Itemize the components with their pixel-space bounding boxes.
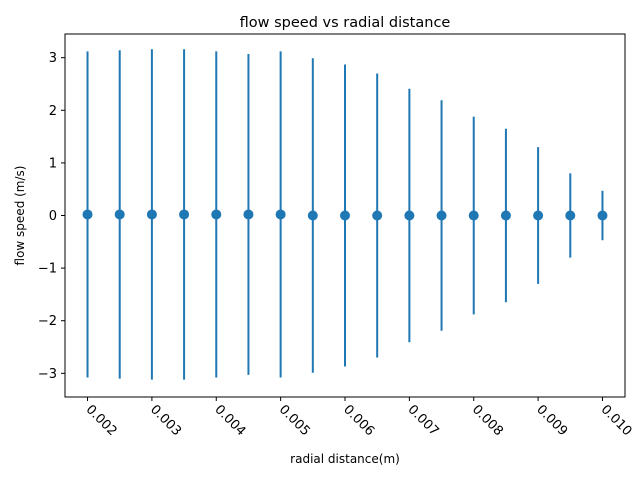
x-tick-label: 0.002 <box>83 402 120 439</box>
y-tick-label: 2 <box>49 104 57 119</box>
data-point <box>307 210 318 221</box>
data-point <box>597 210 608 221</box>
plot-area <box>82 49 608 380</box>
x-tick-label: 0.006 <box>340 402 377 439</box>
data-point <box>82 209 93 220</box>
data-point <box>533 210 544 221</box>
data-point <box>275 209 286 220</box>
x-axis-title: radial distance(m) <box>290 452 400 466</box>
x-tick-label: 0.008 <box>469 402 506 439</box>
x-tick-label: 0.004 <box>211 402 248 439</box>
data-point <box>372 210 383 221</box>
data-point <box>468 210 479 221</box>
data-point <box>243 209 254 220</box>
data-point <box>436 210 447 221</box>
x-tick-label: 0.003 <box>147 402 184 439</box>
y-axis-title: flow speed (m/s) <box>13 166 27 266</box>
x-tick-label: 0.007 <box>405 402 442 439</box>
data-point <box>211 209 222 220</box>
chart-title: flow speed vs radial distance <box>240 15 451 31</box>
y-tick-label: −1 <box>38 262 57 277</box>
data-point <box>340 210 350 221</box>
x-axis: 0.002 0.003 0.004 0.005 0.006 0.007 0.008 0.009… <box>83 397 635 439</box>
data-point <box>565 210 576 221</box>
data-point <box>146 209 157 220</box>
y-tick-label: 0 <box>49 209 57 224</box>
y-tick-label: 1 <box>49 156 57 171</box>
x-tick-label: 0.005 <box>276 402 313 439</box>
x-tick-label: 0.010 <box>598 402 635 439</box>
data-point <box>114 209 125 220</box>
data-point <box>404 210 415 221</box>
data-point <box>500 210 511 221</box>
y-tick-label: −3 <box>38 367 57 382</box>
y-tick-label: −2 <box>38 314 57 329</box>
data-point <box>179 209 190 220</box>
x-tick-label: 0.009 <box>533 402 570 439</box>
y-tick-label: 3 <box>49 51 57 66</box>
y-axis: −3 −2 −1 0 1 2 3 <box>38 51 65 382</box>
